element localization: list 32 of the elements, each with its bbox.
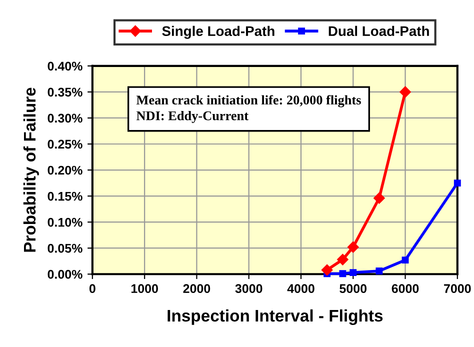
y-tick-label: 0.10%: [48, 218, 82, 227]
x-tick-label: 1000: [131, 284, 158, 294]
point: [339, 270, 346, 278]
point: [402, 256, 409, 264]
point: [348, 241, 359, 253]
y-tick-label: 0.00%: [48, 270, 82, 279]
x-tick-label: 4000: [287, 284, 314, 294]
y-tick-label: 0.20%: [48, 166, 82, 175]
point: [321, 264, 333, 276]
annotation: Mean crack initiation life: 20,000 flights NDI: Eddy-Current: [136, 95, 361, 123]
x-tick-label: 2000: [183, 284, 210, 294]
point: [454, 180, 461, 187]
point: [400, 86, 411, 98]
y-axis-title: Probability of Failure: [23, 88, 39, 252]
y-tick-label: 0.40%: [48, 62, 82, 71]
x-tick-label: 3000: [235, 284, 262, 294]
x-tick-label: 7000: [444, 284, 471, 294]
legend-label: Dual Load-Path: [328, 26, 429, 36]
y-tick-label: 0.15%: [48, 192, 82, 201]
y-tick-label: 0.05%: [48, 244, 82, 253]
x-tick-label: 0: [89, 284, 96, 294]
x-tick-label: 5000: [340, 284, 367, 294]
y-tick-label: 0.35%: [48, 88, 82, 97]
point: [350, 269, 357, 276]
y-tick-label: 0.30%: [48, 114, 82, 123]
point: [374, 192, 385, 204]
x-axis-title: Inspection Interval - Flights: [168, 309, 383, 326]
point: [376, 268, 383, 274]
point: [337, 254, 348, 266]
legend-label: Single Load-Path: [162, 26, 274, 39]
x-tick-label: 6000: [392, 284, 419, 294]
y-tick-label: 0.25%: [48, 140, 82, 149]
